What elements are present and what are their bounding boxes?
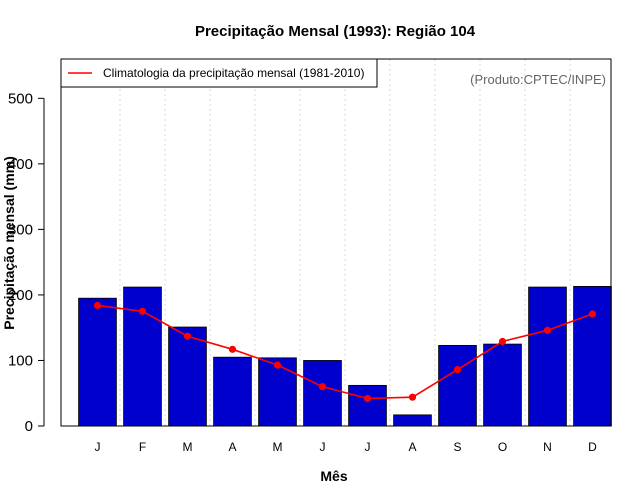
- bar-j-7: [348, 384, 387, 427]
- y-axis: 0 100 200 300 400 500: [8, 90, 45, 435]
- bar-s-9: [438, 344, 477, 427]
- bar-a-8: [393, 414, 432, 427]
- bar-a-4: [213, 356, 252, 427]
- x-tick-label: F: [139, 440, 146, 454]
- climatology-point-2: [138, 307, 147, 315]
- climatology-point-4: [228, 345, 237, 353]
- climatology-point-3: [183, 332, 192, 340]
- x-tick-label: N: [543, 440, 552, 454]
- y-tick-label: 200: [8, 287, 33, 304]
- climatology-point-6: [318, 383, 327, 391]
- x-tick-label: M: [183, 440, 193, 454]
- y-tick-label: 300: [8, 221, 33, 238]
- bar-j-6: [303, 360, 342, 427]
- x-axis-label: Mês: [320, 468, 347, 484]
- climatology-point-9: [453, 366, 462, 374]
- y-tick-label: 400: [8, 156, 33, 173]
- bar-n-11: [528, 286, 567, 427]
- x-tick-label: O: [498, 440, 507, 454]
- x-tick-label: J: [365, 440, 371, 454]
- grid-lines: [119, 59, 571, 426]
- y-tick-label: 500: [8, 90, 33, 107]
- x-tick-label: S: [453, 440, 461, 454]
- bar-j-1: [78, 297, 117, 427]
- climatology-point-1: [93, 301, 102, 310]
- y-axis-label: Precipitação mensal (mm): [1, 156, 17, 330]
- x-tick-label: J: [95, 440, 101, 454]
- climatology-point-5: [273, 361, 282, 369]
- chart-title: Precipitação Mensal (1993): Região 104: [195, 23, 476, 40]
- y-tick-label: 0: [25, 418, 33, 435]
- x-tick-label: D: [588, 440, 597, 454]
- climatology-point-11: [543, 326, 552, 334]
- climatology-point-7: [363, 394, 372, 403]
- x-tick-label: M: [273, 440, 283, 454]
- x-tick-label: A: [408, 440, 416, 454]
- x-tick-label: A: [228, 440, 236, 454]
- legend-box: [60, 58, 378, 88]
- source-credit: (Produto:CPTEC/INPE): [470, 72, 606, 87]
- y-tick-label: 100: [8, 352, 33, 369]
- climatology-series: [93, 301, 597, 403]
- bar-m-3: [168, 326, 207, 427]
- climatology-point-8: [408, 393, 417, 401]
- legend: Climatologia da precipitação mensal (198…: [60, 58, 378, 88]
- x-tick-label: J: [320, 440, 326, 454]
- climatology-point-10: [498, 337, 507, 346]
- climatology-point-12: [588, 310, 597, 318]
- legend-entry-climatology: Climatologia da precipitação mensal (198…: [103, 66, 364, 80]
- bar-o-10: [483, 343, 522, 427]
- bar-d-12: [573, 286, 612, 427]
- climatology-line: [97, 304, 593, 400]
